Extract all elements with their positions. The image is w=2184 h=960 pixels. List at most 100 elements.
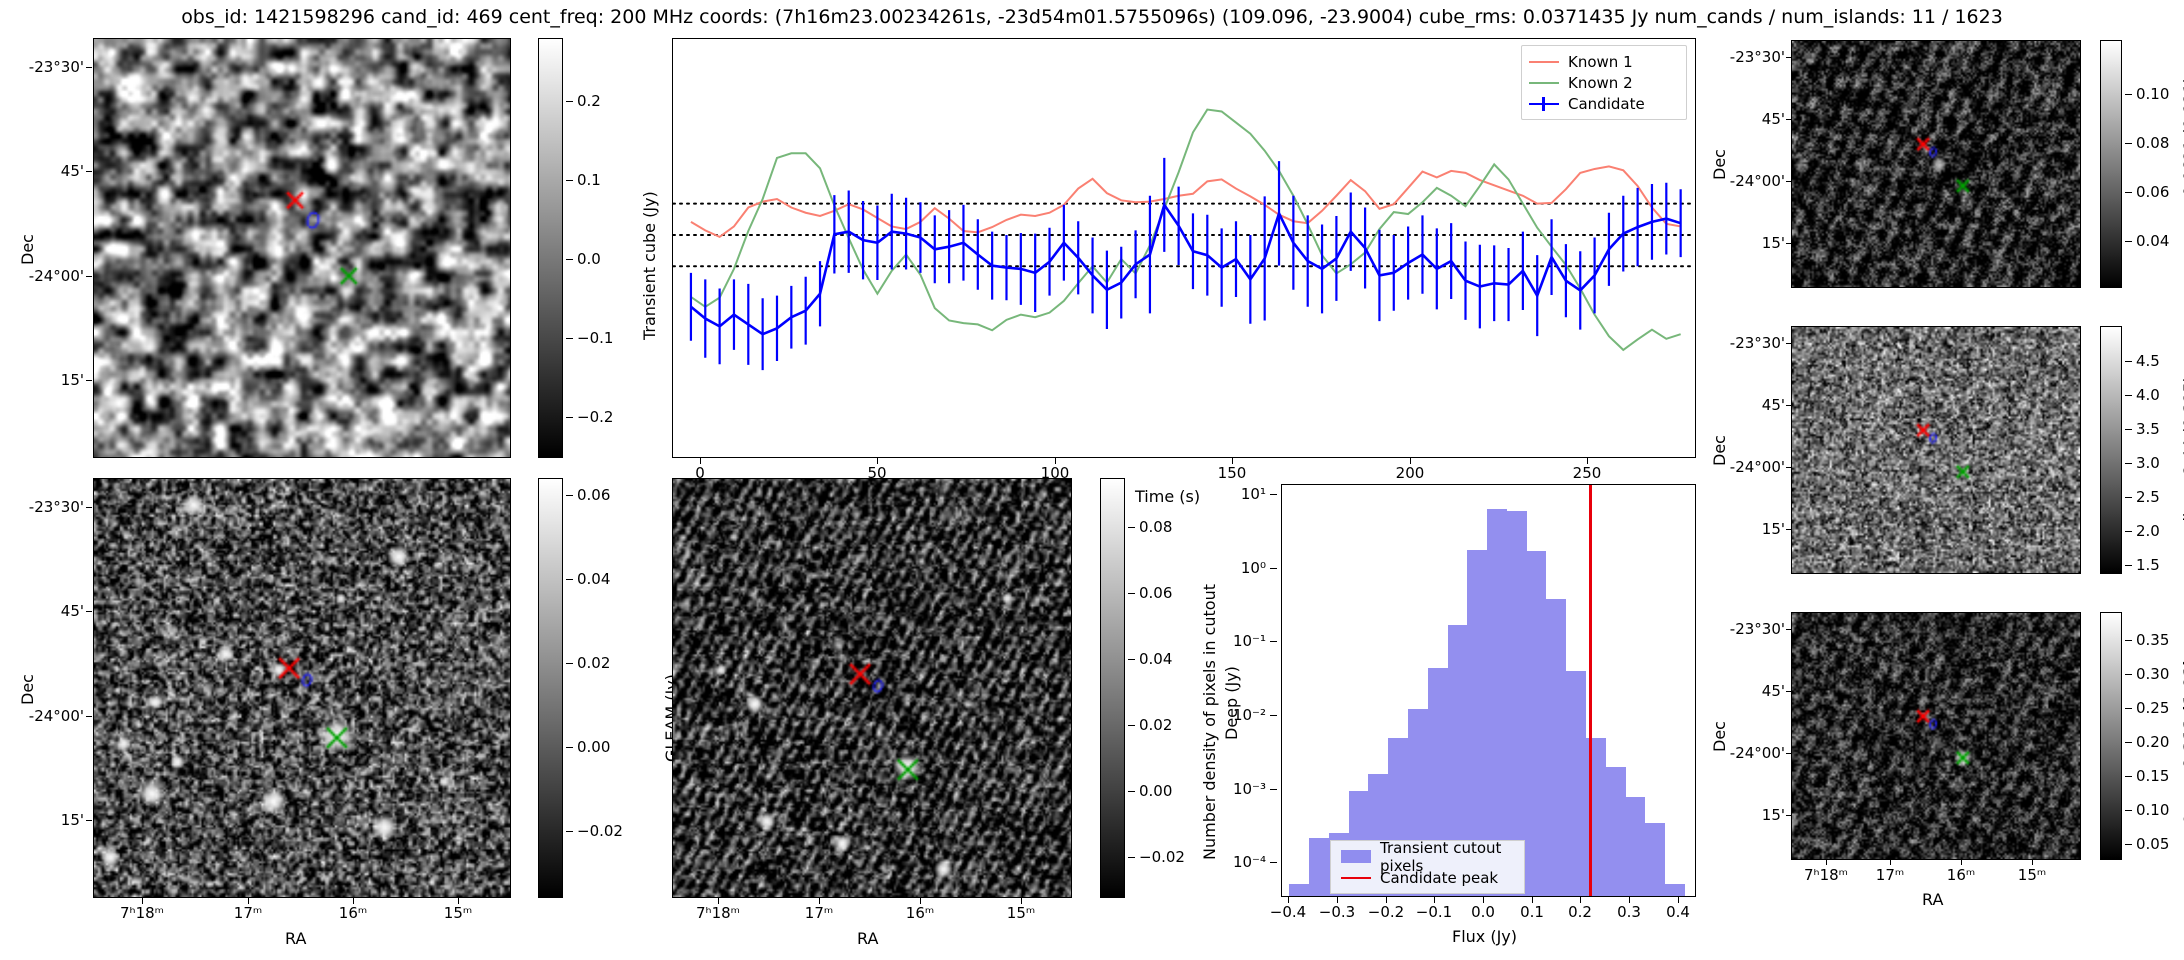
ra-tick: 16ᵐ (905, 904, 935, 922)
page-title: obs_id: 1421598296 cand_id: 469 cent_fre… (181, 6, 2003, 28)
flux-histogram-plot[interactable]: Transient cutout pixels Candidate peak (1281, 484, 1696, 897)
gleam-colorbar (538, 478, 563, 898)
dec-tick: -24°00' (1729, 172, 1785, 190)
histogram-bar (1605, 766, 1626, 896)
cb-tick: −0.02 (566, 822, 623, 840)
cb-tick: 0.1 (566, 171, 601, 189)
cb-tick: 0.05 (2125, 835, 2169, 853)
candidate-errorbar-icon (1529, 96, 1559, 111)
dec-tick: 15' (1761, 234, 1785, 252)
y-tick: 10¹ (1165, 485, 1277, 503)
cb-tick: 0.08 (1128, 518, 1172, 536)
flux-tick: 0.3 (1617, 903, 1641, 921)
y-tick: 10⁻³ (1165, 780, 1277, 798)
flux-tick: 0.1 (1520, 903, 1544, 921)
legend-item-known1: Known 1 (1529, 51, 1677, 72)
cb-tick: 0.04 (2125, 232, 2169, 250)
known1-line-icon (1529, 55, 1559, 69)
flux-tick: 0.2 (1568, 903, 1592, 921)
tcg-image[interactable] (1791, 612, 2081, 860)
time-axis-label: Time (s) (1135, 487, 1201, 506)
cb-tick: 3.5 (2125, 420, 2160, 438)
dec-tick: -24°00' (1729, 458, 1785, 476)
cutout-pixels-swatch-icon (1341, 849, 1371, 864)
legend-item-known2: Known 2 (1529, 72, 1677, 93)
rms-image[interactable] (1791, 40, 2081, 288)
cb-tick: 0.0 (566, 250, 601, 268)
ra-tick: 7ʰ18ᵐ (119, 904, 165, 922)
cb-tick: 0.04 (566, 570, 610, 588)
dec-axis-label: Dec (1710, 435, 1729, 466)
ra-axis-label: RA (1922, 890, 1944, 909)
candidate-peak-line-icon (1341, 871, 1371, 885)
cb-tick: 0.08 (2125, 134, 2169, 152)
cb-tick: 0.02 (1128, 716, 1172, 734)
histogram-bar (1645, 823, 1666, 896)
histogram-bar (1289, 883, 1310, 896)
histogram-bar (1309, 837, 1329, 896)
lightcurve-legend: Known 1 Known 2 Candidate (1521, 45, 1687, 120)
dec-axis-label: Dec (18, 674, 37, 705)
dec-tick: 45' (1761, 110, 1785, 128)
cb-tick: 0.06 (566, 486, 610, 504)
cb-tick: −0.1 (566, 329, 613, 347)
cb-tick: 0.10 (2125, 85, 2169, 103)
dec-tick: 45' (60, 162, 84, 180)
ra-tick: 15ᵐ (443, 904, 473, 922)
flux-tick: −0.4 (1269, 903, 1307, 921)
histogram-bar (1467, 549, 1488, 896)
spike-image[interactable] (1791, 326, 2081, 574)
cb-tick: 4.0 (2125, 386, 2160, 404)
cb-tick: 3.0 (2125, 454, 2160, 472)
tcg-colorbar-label: tcg = 0.212 (1.01) (2180, 658, 2184, 822)
cb-tick: 0.02 (566, 654, 610, 672)
deep-image[interactable] (672, 478, 1072, 898)
y-tick: 10⁰ (1165, 559, 1277, 577)
cb-tick: 0.06 (2125, 183, 2169, 201)
transient-cube-colorbar-label: Transient cube (Jy) (640, 191, 659, 340)
dec-tick: -23°30' (28, 498, 84, 516)
ra-tick: 16ᵐ (338, 904, 368, 922)
dec-tick: 15' (60, 371, 84, 389)
rms-colorbar-label: rms = 0.0621 (0.921) (2180, 76, 2184, 250)
histogram-bar (1427, 667, 1448, 896)
dec-tick: 45' (1761, 682, 1785, 700)
dec-tick: -24°00' (28, 707, 84, 725)
cb-tick: 4.5 (2125, 352, 2160, 370)
flux-tick: 0.0 (1471, 903, 1495, 921)
gleam-image[interactable] (93, 478, 511, 898)
histogram-bar (1447, 624, 1468, 896)
deep-colorbar (1100, 478, 1125, 898)
cb-tick: 0.15 (2125, 767, 2169, 785)
dec-tick: 15' (60, 811, 84, 829)
cb-tick: 0.25 (2125, 699, 2169, 717)
dec-tick: 45' (60, 602, 84, 620)
candidate-errorbars (689, 157, 1682, 371)
ra-tick: 7ʰ18ᵐ (1803, 866, 1849, 884)
time-tick: 0 (695, 464, 705, 482)
ra-axis-label: RA (857, 929, 879, 948)
histogram-bar (1625, 796, 1646, 896)
ra-axis-label: RA (285, 929, 307, 948)
cb-tick: 2.5 (2125, 488, 2160, 506)
transient-cube-colorbar (538, 38, 563, 458)
flux-tick: −0.1 (1415, 903, 1453, 921)
time-tick: 150 (1217, 464, 1247, 482)
transient-cube-image[interactable] (93, 38, 511, 458)
cb-tick: 0.00 (1128, 782, 1172, 800)
y-tick: 10⁻² (1165, 706, 1277, 724)
histogram-bar (1506, 511, 1527, 896)
flux-axis-label: Flux (Jy) (1452, 927, 1518, 946)
histogram-bar (1665, 883, 1685, 896)
time-tick: 200 (1395, 464, 1425, 482)
dec-tick: 15' (1761, 806, 1785, 824)
cb-tick: 0.10 (2125, 801, 2169, 819)
dec-tick: -24°00' (28, 267, 84, 285)
dec-tick: -23°30' (1729, 620, 1785, 638)
series-known-2 (690, 108, 1681, 352)
ra-tick: 17ᵐ (804, 904, 834, 922)
cb-tick: 0.2 (566, 92, 601, 110)
flux-tick: −0.3 (1318, 903, 1356, 921)
spike-colorbar (2100, 326, 2122, 574)
ra-tick: 15ᵐ (2017, 866, 2047, 884)
